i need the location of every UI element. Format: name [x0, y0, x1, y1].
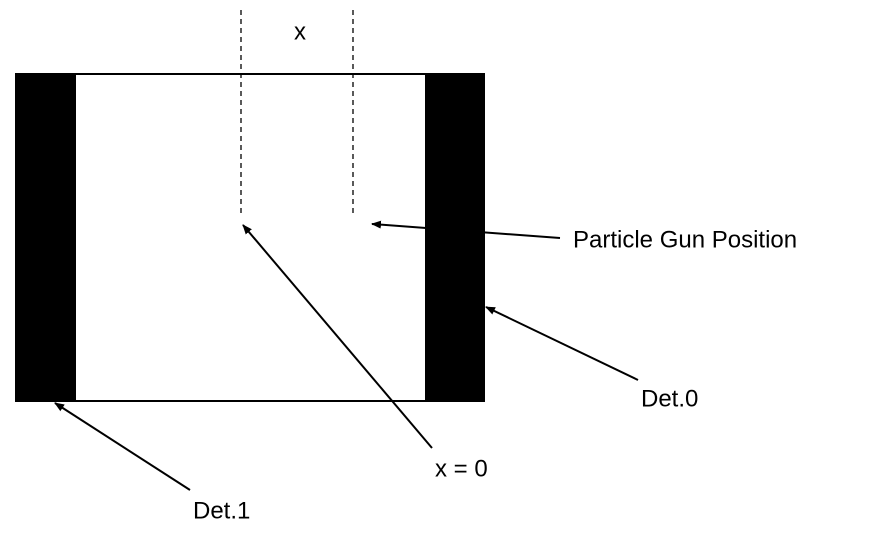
arrow	[485, 306, 639, 381]
detector-1	[16, 74, 76, 401]
chamber	[15, 73, 485, 402]
det1-label: Det.1	[193, 497, 250, 524]
arrow	[242, 224, 433, 449]
gap-label: x	[294, 18, 306, 45]
arrow	[371, 220, 561, 239]
gun-label: Particle Gun Position	[573, 226, 797, 253]
detector-0	[425, 74, 484, 401]
det0-label: Det.0	[641, 385, 698, 412]
origin-label: x = 0	[435, 455, 488, 482]
arrow	[54, 402, 191, 491]
